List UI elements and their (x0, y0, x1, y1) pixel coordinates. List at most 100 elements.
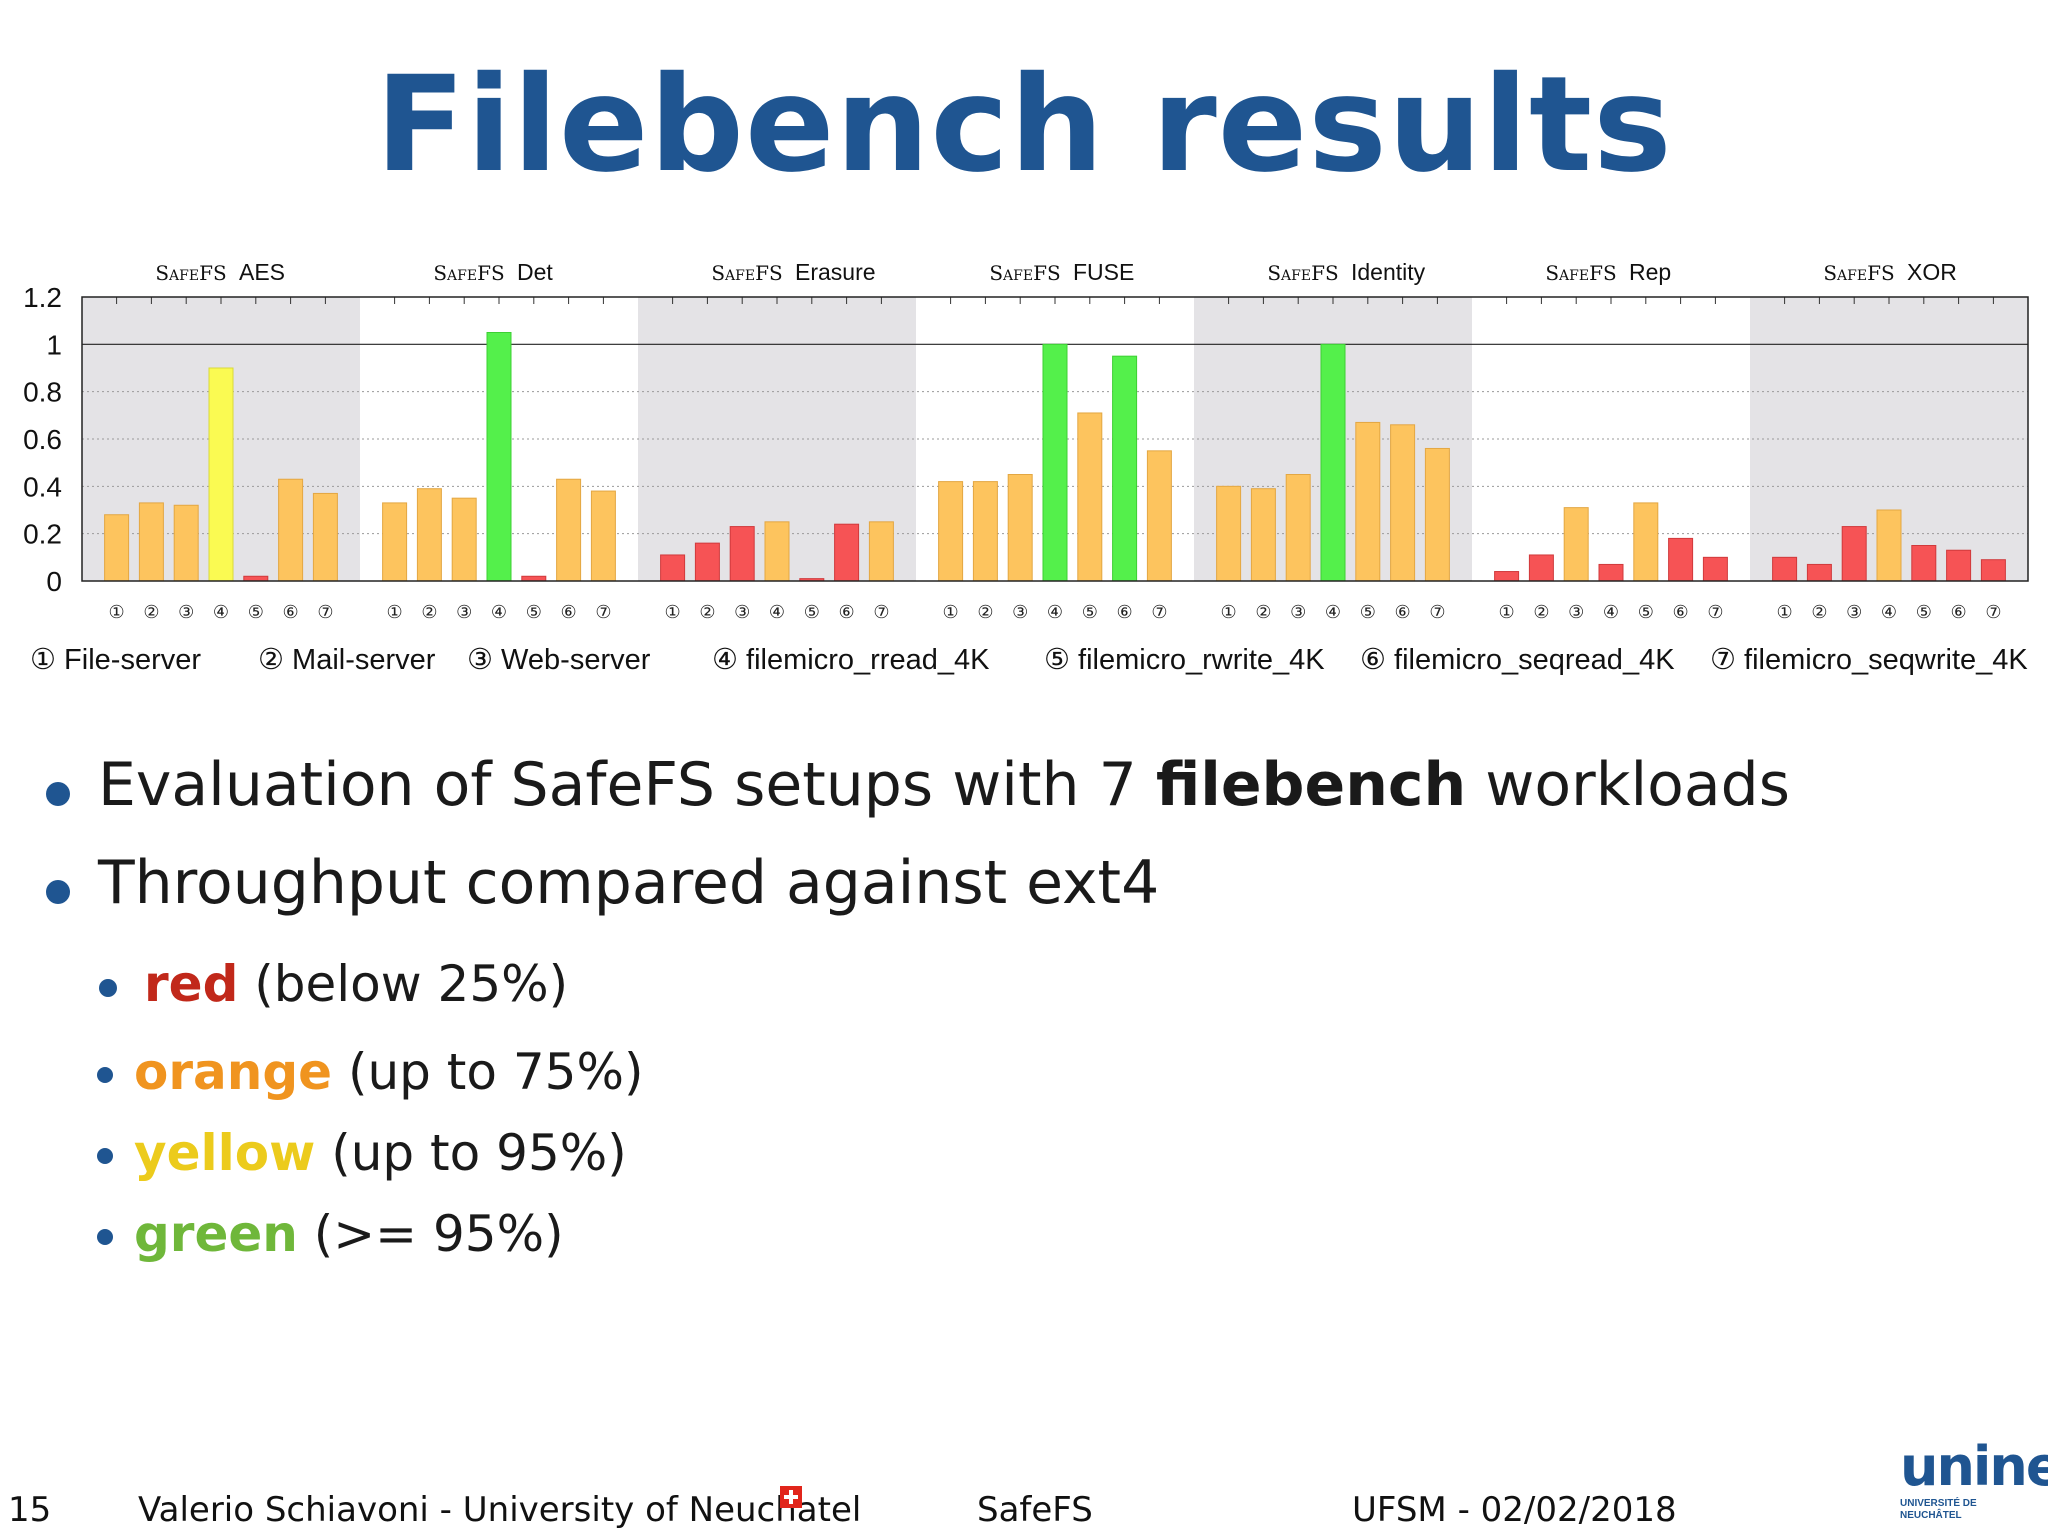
y-tick-label: 0.4 (23, 471, 62, 502)
bar-xor-1 (1772, 556, 1798, 582)
bullet-throughput: Throughput compared against ext4 (46, 848, 1160, 918)
x-tick-label: ③ (1290, 602, 1306, 623)
x-tick-label: ① (1777, 602, 1793, 623)
swiss-flag-icon (780, 1486, 802, 1508)
bar-identity-3 (1285, 474, 1311, 582)
x-tick-label: ④ (213, 602, 229, 623)
group-prefix: SafeFS (989, 261, 1060, 285)
bar-aes-2 (138, 502, 164, 582)
x-tick-label: ⑦ (1707, 602, 1723, 623)
bar-fuse-7 (1146, 450, 1172, 582)
bar-xor-5 (1911, 545, 1937, 582)
x-tick-label: ⑦ (1985, 602, 2001, 623)
y-tick-label: 0.8 (23, 377, 62, 408)
sub-bullet-orange: orange (up to 75%) (97, 1043, 644, 1101)
sub-bullet-green: green (>= 95%) (97, 1205, 564, 1263)
x-tick-label: ② (977, 602, 993, 623)
x-tick-label: ② (143, 602, 159, 623)
bullet-text: (up to 75%) (332, 1043, 644, 1101)
logo-wordmark: unine (1900, 1435, 2048, 1498)
x-tick-label: ④ (1047, 602, 1063, 623)
x-tick-label: ⑥ (1673, 602, 1689, 623)
x-tick-label: ① (387, 602, 403, 623)
bullet-text: (below 25%) (238, 955, 569, 1013)
bar-rep-1 (1494, 571, 1520, 582)
bullet-text: (>= 95%) (297, 1205, 564, 1263)
bullet-text: Throughput compared against ext4 (98, 848, 1160, 918)
footer-title: SafeFS (977, 1490, 1093, 1530)
x-tick-label: ② (1255, 602, 1271, 623)
bar-identity-6 (1390, 424, 1416, 582)
bar-rep-3 (1563, 507, 1589, 582)
x-tick-label: ⑦ (1151, 602, 1167, 623)
x-tick-label: ④ (1325, 602, 1341, 623)
bar-aes-6 (278, 478, 304, 582)
plot-frame (81, 296, 2029, 582)
x-tick-label: ④ (769, 602, 785, 623)
x-tick-label: ④ (491, 602, 507, 623)
bar-identity-2 (1250, 488, 1276, 582)
legend-item-rwrite: ⑤ filemicro_rwrite_4K (1044, 644, 1325, 676)
slide-title: Filebench results (375, 48, 1673, 202)
group-prefix: SafeFS (1545, 261, 1616, 285)
x-tick-label: ⑦ (595, 602, 611, 623)
x-tick-label: ③ (1568, 602, 1584, 623)
legend-item-seqwrite: ⑦ filemicro_seqwrite_4K (1710, 644, 2028, 676)
bar-fuse-2 (972, 481, 998, 582)
logo-subtext-2: NEUCHÂTEL (1900, 1510, 1962, 1521)
group-name-det: Det (517, 259, 553, 285)
bar-rep-7 (1702, 556, 1728, 582)
bullet-evaluation: Evaluation of SafeFS setups with 7 fileb… (46, 750, 1790, 820)
bullet-dot (46, 880, 70, 904)
university-logo: unine UNIVERSITÉ DE NEUCHÂTEL (1900, 1435, 2048, 1532)
x-tick-label: ⑤ (1638, 602, 1654, 623)
x-tick-label: ⑤ (526, 602, 542, 623)
y-tick-label: 1.2 (23, 282, 62, 313)
bar-fuse-5 (1077, 412, 1103, 582)
group-prefix: SafeFS (1267, 261, 1338, 285)
footer-author: Valerio Schiavoni - University of Neucha… (138, 1490, 862, 1530)
legend-item-web-server: ③ Web-server (467, 644, 651, 676)
bullet-dot (97, 1067, 113, 1083)
legend-item-rread: ④ filemicro_rread_4K (712, 644, 990, 676)
bar-det-6 (556, 478, 582, 582)
bar-erasure-6 (834, 523, 860, 582)
x-tick-label: ② (1533, 602, 1549, 623)
x-tick-label: ① (109, 602, 125, 623)
x-tick-label: ② (699, 602, 715, 623)
x-tick-label: ③ (1846, 602, 1862, 623)
bar-erasure-2 (694, 542, 720, 582)
x-tick-label: ② (421, 602, 437, 623)
x-tick-label: ① (943, 602, 959, 623)
bar-xor-6 (1946, 549, 1972, 582)
x-tick-label: ⑦ (1429, 602, 1445, 623)
bullet-dot (99, 979, 117, 997)
bullet-text: (up to 95%) (315, 1124, 627, 1182)
group-prefix: SafeFS (1823, 261, 1894, 285)
x-tick-label: ⑤ (804, 602, 820, 623)
group-prefix: SafeFS (433, 261, 504, 285)
bar-det-2 (416, 488, 442, 582)
y-tick-label: 1 (46, 329, 62, 360)
sub-bullet-yellow: yellow (up to 95%) (97, 1124, 627, 1182)
bar-xor-7 (1980, 559, 2006, 582)
y-tick-label: 0 (46, 566, 62, 597)
color-word-red: red (144, 955, 239, 1013)
y-tick-label: 0.6 (23, 424, 62, 455)
bar-identity-4 (1320, 343, 1346, 582)
bar-xor-2 (1806, 563, 1832, 582)
x-tick-label: ⑤ (248, 602, 264, 623)
x-tick-label: ① (1499, 602, 1515, 623)
color-word-yellow: yellow (134, 1124, 316, 1182)
bar-aes-1 (104, 514, 130, 582)
color-word-green: green (134, 1205, 298, 1263)
legend-item-mail-server: ② Mail-server (258, 644, 436, 676)
x-tick-label: ④ (1881, 602, 1897, 623)
bar-det-3 (451, 497, 477, 582)
group-name-identity: Identity (1351, 259, 1426, 285)
logo-subtext-1: UNIVERSITÉ DE (1900, 1498, 1977, 1509)
y-tick-label: 0.2 (23, 519, 62, 550)
bar-erasure-3 (729, 526, 755, 582)
group-name-rep: Rep (1629, 259, 1671, 285)
bar-aes-7 (312, 492, 338, 582)
